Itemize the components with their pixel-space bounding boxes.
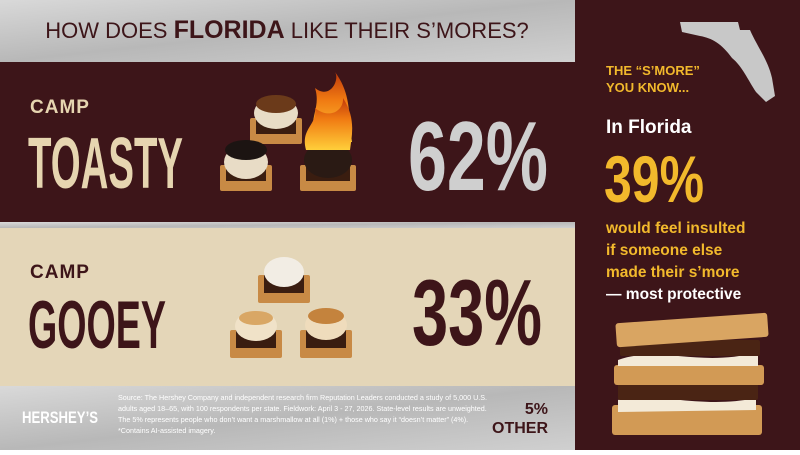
gooey-bg [0,228,575,386]
panel-small: CAMP [30,97,90,118]
source-line: *Contains AI-assisted imagery. [118,426,215,435]
sidebar-line: — most protective [606,286,742,303]
source-line: adults aged 18–65, with 100 respondents … [118,404,487,413]
panel-big: GOOEY [28,287,166,363]
title-part: HOW DOES [45,18,173,43]
divider [0,222,575,228]
lead: In Florida [606,117,692,138]
kicker: THE “S’MORE” [606,63,700,78]
panel-percent: 33% [412,260,542,365]
panel-small: CAMP [30,262,90,283]
title-part: LIKE THEIR S’MORES? [285,18,529,43]
other-percent: 5% [525,401,548,418]
sidebar-line: would feel insulted [605,220,746,237]
florida-outline [680,22,775,102]
sidebar-line: made their s’more [606,264,740,281]
source-line: The 5% represents people who don’t want … [118,415,468,424]
toasty-smores [220,72,356,191]
smore-stack [612,312,769,435]
panel-percent: 62% [408,101,548,211]
sidebar-line: if someone else [606,242,723,259]
panel-big: TOASTY [28,124,183,204]
header-bg [0,0,575,62]
kicker: YOU KNOW... [606,80,689,95]
sidebar-percent: 39% [604,142,704,216]
gooey-smores [230,257,352,358]
footer-bg [0,386,575,450]
brand: HERSHEY’S [22,408,98,427]
source-line: Source: The Hershey Company and independ… [118,393,487,402]
title: HOW DOES FLORIDA LIKE THEIR S’MORES? [45,16,529,44]
title-state: FLORIDA [174,16,285,44]
other-label: OTHER [492,420,548,437]
